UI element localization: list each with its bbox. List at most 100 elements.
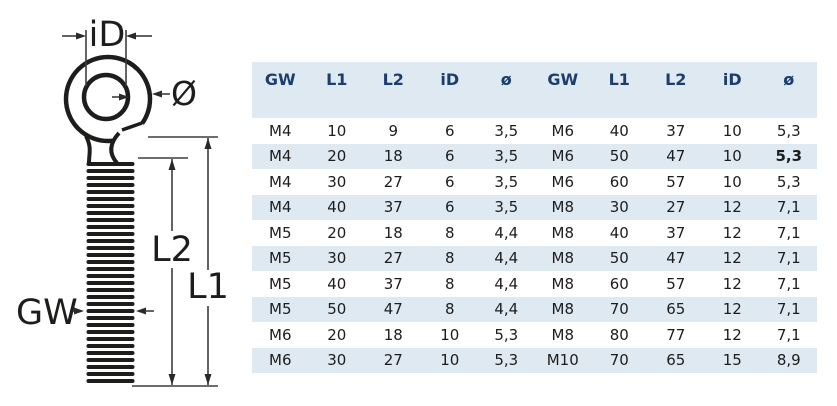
table-cell: 40 [591,118,648,144]
thread-length-label: L2 [151,230,193,270]
table-cell: M8 [534,322,591,348]
table-cell: 50 [308,296,365,322]
inner-diameter-label: iD [89,15,126,55]
eyebolt-technical-drawing: iD Ø L2 L1 GW [16,15,229,387]
table-cell: 80 [591,322,648,348]
l2-arrowhead-down [168,374,176,385]
table-cell: 4,4 [478,271,535,297]
header-cell-left-l1: L1 [308,62,365,118]
table-cell: 20 [308,143,365,169]
table-cell: M6 [534,169,591,195]
table-row: M4 30 27 6 3,5 M6 60 57 10 5,3 [252,169,817,195]
table-cell: 47 [647,143,704,169]
table-cell: 40 [308,194,365,220]
wire-diameter-label: Ø [171,74,197,113]
table-row: M4 40 37 6 3,5 M8 30 27 12 7,1 [252,194,817,220]
l2-arrowhead-up [168,159,176,170]
table-cell: 7,1 [760,322,817,348]
neck-right-edge [109,131,121,165]
table-cell: 37 [365,271,422,297]
dimensions-table: GW L1 L2 iD ø GW L1 L2 iD ø M4 10 9 6 3,5 M6 40 37 10 5,3 M… [252,62,817,373]
table-row: M5 30 27 8 4,4 M8 50 47 12 7,1 [252,245,817,271]
table-header-row: GW L1 L2 iD ø GW L1 L2 iD ø [252,62,817,118]
gw-arrowhead-right [136,307,146,315]
table-cell: 15 [704,347,761,373]
table-cell: 50 [591,143,648,169]
table-cell: 3,5 [478,194,535,220]
table-cell: 37 [647,118,704,144]
table-cell: M5 [252,271,309,297]
table-cell: 60 [591,169,648,195]
table-cell: 27 [365,169,422,195]
table-cell: M8 [534,271,591,297]
dimension-labels: iD Ø L2 L1 GW [16,15,229,333]
table-cell: 37 [647,220,704,246]
table-cell: 7,1 [760,194,817,220]
table-cell: M5 [252,296,309,322]
header-cell-right-ø: ø [760,62,817,118]
l1-arrowhead-up [204,138,212,149]
header-cell-right-l2: L2 [647,62,704,118]
table-row: M4 20 18 6 3,5 M6 50 47 10 5,3 [252,143,817,169]
table-cell: 8 [421,245,478,271]
eye-gap-mask [113,110,154,155]
table-cell: 5,3 [760,169,817,195]
table-cell: 12 [704,296,761,322]
table-cell: M5 [252,245,309,271]
table-cell: 65 [647,347,704,373]
table-row: M5 40 37 8 4,4 M8 60 57 12 7,1 [252,271,817,297]
header-cell-right-l1: L1 [591,62,648,118]
table-cell: M4 [252,194,309,220]
table-cell: 10 [704,143,761,169]
diameter-arrowhead-outer [152,90,162,98]
gw-arrowhead-left [74,307,84,315]
table-cell: M6 [252,322,309,348]
table-row: M5 50 47 8 4,4 M8 70 65 12 7,1 [252,296,817,322]
table-cell: 5,3 [760,118,817,144]
table-cell: 7,1 [760,296,817,322]
table-cell: 40 [308,271,365,297]
table-cell: 65 [647,296,704,322]
dimensions-table-container: GW L1 L2 iD ø GW L1 L2 iD ø M4 10 9 6 3,5 M6 40 37 10 5,3 M… [252,62,817,373]
table-cell: M4 [252,143,309,169]
wire-end-cut [121,121,143,132]
table-cell: 6 [421,143,478,169]
header-cell-right-id: iD [704,62,761,118]
table-cell: 30 [308,169,365,195]
l1-arrowhead-down [204,374,212,385]
table-cell: M6 [534,118,591,144]
table-cell: 12 [704,271,761,297]
table-cell: 10 [308,118,365,144]
table-cell: 10 [421,347,478,373]
threaded-shank [86,162,135,383]
diameter-arrowhead-inner [119,93,129,101]
table-cell: 27 [647,194,704,220]
table-cell: 12 [704,245,761,271]
table-cell: 5,3 [760,143,817,169]
table-cell: 18 [365,220,422,246]
table-row: M6 30 27 10 5,3 M10 70 65 15 8,9 [252,347,817,373]
table-cell: 3,5 [478,143,535,169]
table-cell: 10 [704,118,761,144]
table-cell: 47 [365,296,422,322]
table-cell: 37 [365,194,422,220]
table-cell: 12 [704,220,761,246]
table-cell: 57 [647,271,704,297]
table-cell: 47 [647,245,704,271]
table-cell: 57 [647,169,704,195]
table-cell: M8 [534,220,591,246]
table-cell: 7,1 [760,245,817,271]
table-cell: 7,1 [760,220,817,246]
table-cell: 8 [421,271,478,297]
table-cell: 7,1 [760,271,817,297]
table-cell: 8 [421,296,478,322]
table-cell: 12 [704,194,761,220]
table-cell: 70 [591,347,648,373]
table-cell: 10 [704,169,761,195]
table-cell: 50 [591,245,648,271]
table-cell: M4 [252,169,309,195]
dimension-annotations [62,30,218,387]
table-cell: 4,4 [478,296,535,322]
table-row: M4 10 9 6 3,5 M6 40 37 10 5,3 [252,118,817,144]
